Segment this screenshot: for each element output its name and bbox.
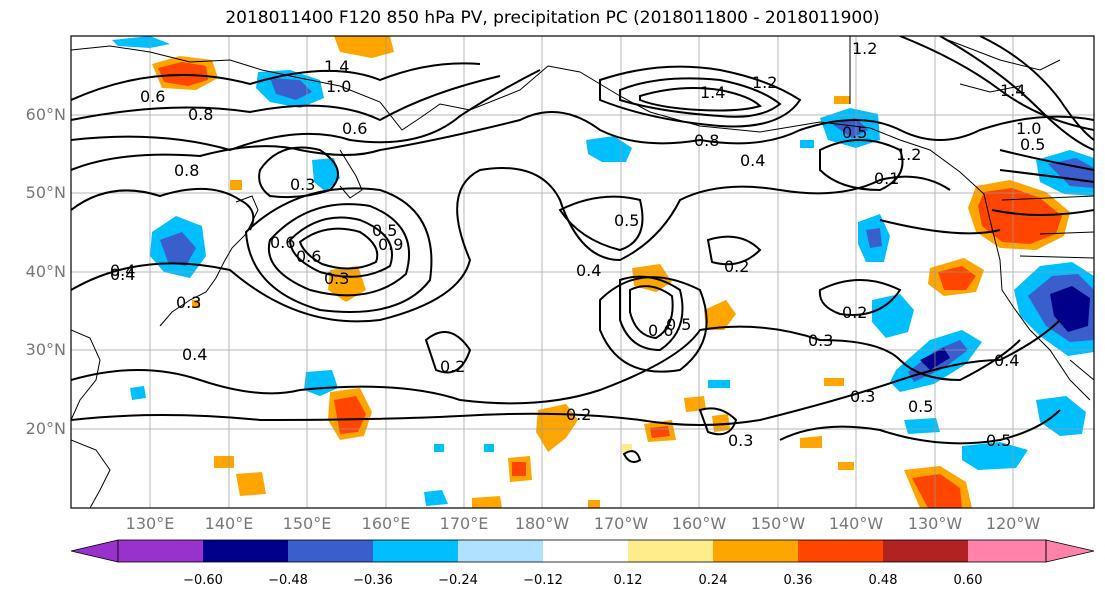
contour-label: 0.3 bbox=[176, 293, 201, 312]
contour-label: 0.5 bbox=[372, 221, 397, 240]
colorbar-segment bbox=[288, 540, 373, 562]
colorbar-segment bbox=[458, 540, 543, 562]
colorbar-segment bbox=[798, 540, 883, 562]
contour-label: 0.4 bbox=[994, 351, 1019, 370]
lon-label: 130°E bbox=[125, 514, 175, 533]
contour-label: 0.3 bbox=[290, 175, 315, 194]
contour-label: 0.4 bbox=[740, 151, 765, 170]
lon-label: 120°W bbox=[985, 514, 1041, 533]
contour-label: 0.4 bbox=[110, 265, 135, 284]
colorbar-tick-label: −0.60 bbox=[183, 573, 223, 588]
colorbar-extend-left bbox=[70, 539, 119, 563]
colorbar-segment bbox=[968, 540, 1046, 562]
contour-label: 1.4 bbox=[700, 83, 725, 102]
colorbar-segment bbox=[373, 540, 458, 562]
contour-label: 1.2 bbox=[752, 73, 777, 92]
contour-label: 0.5 bbox=[908, 397, 933, 416]
lon-label: 170°W bbox=[593, 514, 649, 533]
contour-label: 0.1 bbox=[874, 169, 899, 188]
contour-label: 1.0 bbox=[1016, 119, 1041, 138]
contour-labels: 1.4 1.0 0.8 0.6 0.3 0.6 0.8 0.5 0.6 0.9 … bbox=[110, 39, 1045, 450]
colorbar-segment bbox=[713, 540, 798, 562]
contour-label: 0.5 bbox=[614, 211, 639, 230]
contour-label: 0.5 bbox=[1020, 135, 1045, 154]
contour-label: 0.8 bbox=[188, 105, 213, 124]
contour-label: 0.2 bbox=[566, 405, 591, 424]
colorbar-tick-label: −0.24 bbox=[438, 573, 478, 588]
contour-label: 0.3 bbox=[728, 431, 753, 450]
contour-label: 0.5 bbox=[986, 431, 1011, 450]
lon-label: 160°W bbox=[671, 514, 727, 533]
contour-label: 0.2 bbox=[842, 303, 867, 322]
contour-label: 0.3 bbox=[324, 269, 349, 288]
colorbar-tick-label: 0.48 bbox=[868, 573, 898, 588]
map-title: 2018011400 F120 850 hPa PV, precipitatio… bbox=[225, 8, 880, 28]
contour-label: 0.8 bbox=[694, 131, 719, 150]
contour-label: 1.2 bbox=[852, 39, 877, 58]
colorbar-tick-label: 0.36 bbox=[783, 573, 813, 588]
lon-label: 140°W bbox=[828, 514, 884, 533]
coastlines bbox=[71, 36, 1094, 508]
colorbar-frame bbox=[117, 539, 1047, 563]
pv-contours bbox=[71, 36, 1094, 463]
colorbar-tick-label: −0.48 bbox=[268, 573, 308, 588]
lat-label: 30°N bbox=[25, 340, 66, 359]
contour-label: 0.2 bbox=[440, 357, 465, 376]
contour-label: 0.6 bbox=[140, 87, 165, 106]
lon-label: 170°E bbox=[439, 514, 489, 533]
colorbar-tick-label: 0.24 bbox=[698, 573, 728, 588]
colorbar-tick-label: 0.12 bbox=[613, 573, 643, 588]
lon-label: 160°E bbox=[361, 514, 411, 533]
contour-label: 0.4 bbox=[576, 261, 601, 280]
lon-label: 150°W bbox=[750, 514, 806, 533]
contour-label: 1.4 bbox=[324, 57, 349, 76]
colorbar-segment bbox=[203, 540, 288, 562]
lat-label: 40°N bbox=[25, 262, 66, 281]
colorbar-segment bbox=[883, 540, 968, 562]
gridlines bbox=[71, 36, 1094, 508]
contour-label: 0.5 bbox=[842, 123, 867, 142]
lat-label: 60°N bbox=[25, 105, 66, 124]
colorbar bbox=[70, 539, 1095, 563]
map-frame bbox=[70, 35, 1095, 509]
contour-label: 0.4 bbox=[110, 261, 135, 280]
colorbar-tick-label: −0.36 bbox=[353, 573, 393, 588]
colorbar-segment bbox=[628, 540, 713, 562]
map-plot-area: 1.4 1.0 0.8 0.6 0.3 0.6 0.8 0.5 0.6 0.9 … bbox=[71, 36, 1094, 508]
contour-label: 0.6 bbox=[296, 247, 321, 266]
contour-label: 0.3 bbox=[850, 387, 875, 406]
colorbar-tick-label: −0.12 bbox=[523, 573, 563, 588]
contour-label: 1.2 bbox=[896, 145, 921, 164]
lat-label: 50°N bbox=[25, 183, 66, 202]
contour-label: 1.4 bbox=[1000, 81, 1025, 100]
contour-label: 0.6 bbox=[342, 119, 367, 138]
contour-label: 0.3 bbox=[808, 331, 833, 350]
lat-label: 20°N bbox=[25, 419, 66, 438]
contour-label: 1.0 bbox=[326, 77, 351, 96]
colorbar-segment bbox=[543, 540, 628, 562]
colorbar-extend-right bbox=[1045, 539, 1095, 563]
colorbar-segment bbox=[118, 540, 203, 562]
contour-label: 0.8 bbox=[174, 161, 199, 180]
lon-label: 140°E bbox=[204, 514, 254, 533]
contour-label: 0.4 bbox=[182, 345, 207, 364]
contour-label: 0.9 bbox=[378, 235, 403, 254]
contour-label: 0.2 bbox=[724, 257, 749, 276]
lon-label: 130°W bbox=[907, 514, 963, 533]
contour-label: 0.5 bbox=[666, 315, 691, 334]
contour-label: 0.6 bbox=[648, 321, 673, 340]
colorbar-tick-label: 0.60 bbox=[953, 573, 983, 588]
lon-label: 180°W bbox=[514, 514, 570, 533]
contour-label: 0.6 bbox=[270, 233, 295, 252]
lon-label: 150°E bbox=[282, 514, 332, 533]
